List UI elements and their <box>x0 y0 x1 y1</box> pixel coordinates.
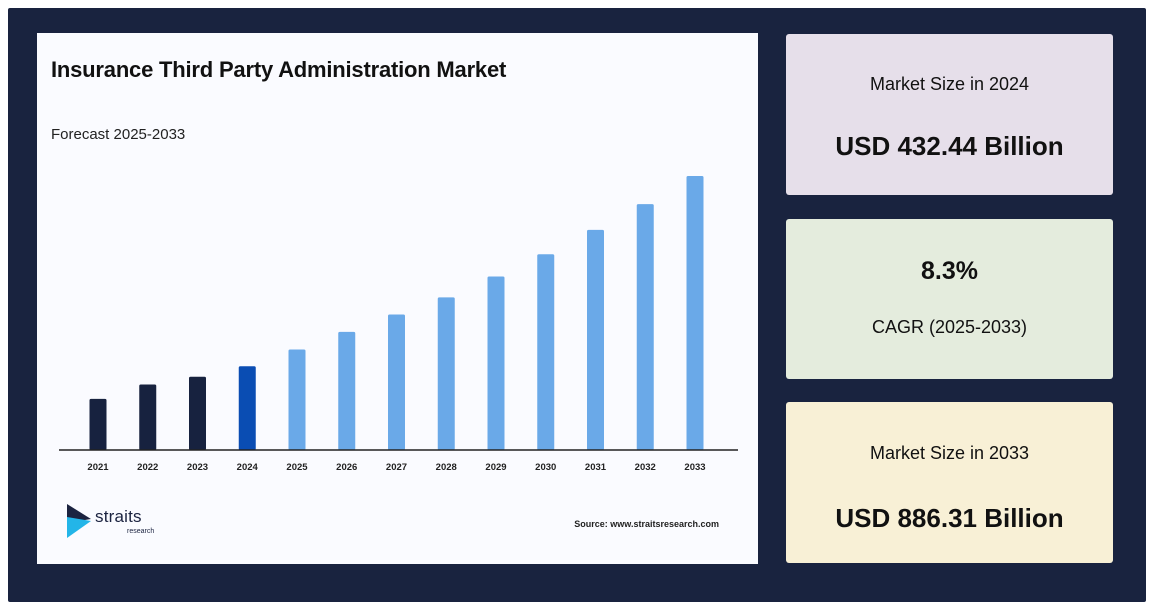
x-tick-label-2031: 2031 <box>585 462 607 473</box>
x-tick-label-2032: 2032 <box>635 462 656 473</box>
x-tick-label-2027: 2027 <box>386 462 407 473</box>
chart-panel: Insurance Third Party Administration Mar… <box>37 33 758 564</box>
market-size-2033-label: Market Size in 2033 <box>869 443 1030 463</box>
bar-2024 <box>238 366 256 450</box>
cagr-card: 8.3% CAGR (2025-2033) <box>786 219 1113 379</box>
x-tick-label-2021: 2021 <box>87 462 109 473</box>
logo-subtext: research <box>127 528 155 535</box>
market-size-2024-label: Market Size in 2024 <box>869 74 1030 94</box>
x-tick-label-2024: 2024 <box>237 462 259 473</box>
x-tick-label-2028: 2028 <box>436 462 457 473</box>
logo-wordmark: straits <box>95 507 142 526</box>
cagr-value: 8.3% <box>921 257 978 285</box>
straits-logo: straits research <box>65 503 165 543</box>
bar-2022 <box>139 384 157 450</box>
market-size-2033-card: Market Size in 2033 USD 886.31 Billion <box>786 402 1113 563</box>
bar-2028 <box>437 297 455 450</box>
chart-title: Insurance Third Party Administration Mar… <box>51 57 507 82</box>
bar-2026 <box>338 331 356 450</box>
bar-2033 <box>686 176 704 450</box>
x-tick-label-2023: 2023 <box>187 462 208 473</box>
bar-2023 <box>189 376 206 450</box>
bar-2032 <box>636 204 654 450</box>
x-tick-label-2022: 2022 <box>137 462 158 473</box>
market-size-2024-card: Market Size in 2024 USD 432.44 Billion <box>786 34 1113 195</box>
x-tick-label-2030: 2030 <box>535 462 556 473</box>
bar-2021 <box>89 398 107 450</box>
market-size-2024-value: USD 432.44 Billion <box>835 131 1064 161</box>
x-tick-label-2033: 2033 <box>684 462 705 473</box>
chart-subtitle: Forecast 2025-2033 <box>51 126 186 143</box>
x-tick-label-2026: 2026 <box>336 462 357 473</box>
bar-2025 <box>288 349 306 450</box>
straits-logo-icon <box>67 504 91 538</box>
bar-2029 <box>487 276 505 450</box>
x-tick-label-2025: 2025 <box>286 462 308 473</box>
bar-2031 <box>587 229 604 450</box>
cagr-label: CAGR (2025-2033) <box>871 317 1028 337</box>
market-size-2033-value: USD 886.31 Billion <box>835 503 1064 533</box>
bar-2027 <box>388 314 405 450</box>
source-note: Source: www.straitsresearch.com <box>574 519 719 529</box>
bar-chart: 2021 2022 2023 2024 2025 2026 2027 2028 2029 2030… <box>59 176 738 473</box>
x-tick-label-2029: 2029 <box>485 462 506 473</box>
bar-2030 <box>537 254 555 450</box>
